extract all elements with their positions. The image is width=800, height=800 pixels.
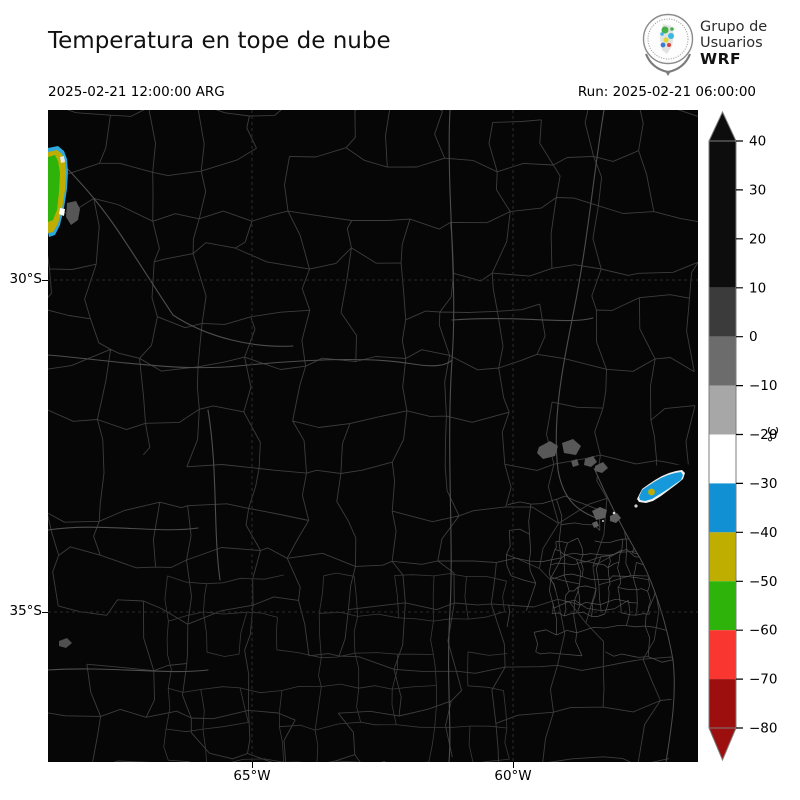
colorbar-segment	[709, 336, 736, 386]
wrf-logo: Grupo de Usuarios WRF	[641, 11, 800, 77]
x-axis-tick-label: 60°W	[494, 768, 532, 784]
colorbar-tick-label: −40	[749, 525, 778, 541]
page-title: Temperatura en tope de nube	[48, 28, 391, 54]
low-cloud-patch-southwest-layer	[59, 638, 72, 648]
wrf-logo-text: Grupo de Usuarios WRF	[700, 19, 767, 67]
storm-cell-east-layer	[648, 488, 655, 496]
storm-cell-northwest-layer	[59, 208, 65, 216]
colorbar-tick-label: −10	[749, 378, 778, 394]
colorbar-segment	[709, 581, 736, 631]
colorbar-ticks	[736, 140, 743, 729]
colorbar-segment	[709, 434, 736, 484]
map-canvas	[48, 110, 698, 762]
colorbar-segment	[709, 532, 736, 582]
colorbar-tick-label: −80	[749, 721, 778, 737]
storm-cell-northwest-layer	[48, 155, 60, 222]
logo-line-3: WRF	[700, 50, 742, 68]
low-cloud-patch-center-layer	[584, 456, 597, 467]
x-axis-tick	[512, 762, 514, 768]
low-cloud-patch-center-layer	[595, 462, 608, 473]
map-panel	[48, 110, 698, 762]
storm-cell-east-layer	[634, 504, 638, 508]
colorbar-tick-label: 30	[749, 182, 766, 198]
colorbar-tick-label: −50	[749, 574, 778, 590]
colorbar-tick-label: −30	[749, 476, 778, 492]
low-cloud-patch-center-layer	[537, 441, 558, 459]
y-axis-tick	[42, 279, 48, 281]
low-cloud-patch-center	[537, 439, 608, 473]
latlon-gridlines	[48, 110, 698, 762]
colorbar-segment	[709, 483, 736, 533]
storm-cell-northwest	[48, 146, 80, 237]
y-axis-tick-label: 35°S	[9, 603, 43, 619]
low-cloud-patch-delta-layer	[592, 521, 599, 528]
colorbar-segment	[709, 679, 736, 728]
colorbar-unit-label: °C	[766, 426, 782, 442]
wrf-logo-emblem	[642, 13, 694, 76]
colorbar-under-arrow	[708, 727, 737, 762]
colorbar-tick-label: −20	[749, 427, 778, 443]
colorbar-segment	[709, 630, 736, 680]
admin-boundaries-south-grid	[163, 572, 510, 762]
colorbar-tick-label: 10	[749, 280, 766, 296]
storm-cell-northwest-layer	[60, 156, 65, 163]
low-cloud-patch-delta-layer	[610, 513, 621, 523]
valid-time: 2025-02-21 12:00:00 ARG	[48, 84, 225, 100]
storm-cell-northwest-layer	[66, 201, 80, 225]
low-cloud-patch-delta-layer	[592, 507, 607, 520]
logo-line-1: Grupo de	[700, 19, 768, 35]
low-cloud-patch-southwest	[59, 638, 72, 648]
colorbar-segment	[709, 385, 736, 435]
admin-boundaries-metro	[548, 537, 651, 617]
colorbar-over-arrow	[708, 110, 737, 142]
x-axis-tick-label: 65°W	[233, 768, 271, 784]
colorbar-segment	[709, 287, 736, 337]
colorbar-tick-label: 20	[749, 231, 766, 247]
colorbar-tick-label: 40	[749, 134, 766, 150]
run-time: Run: 2025-02-21 06:00:00	[577, 84, 756, 100]
low-cloud-patch-center-layer	[571, 459, 579, 467]
colorbar-tick-label: −60	[749, 623, 778, 639]
province-borders	[48, 110, 605, 762]
colorbar-segment	[709, 141, 736, 288]
y-axis-tick-label: 30°S	[9, 271, 43, 287]
low-cloud-patch-center-layer	[562, 439, 581, 455]
low-cloud-patch-delta-layer	[612, 511, 616, 515]
y-axis-tick	[42, 611, 48, 613]
low-cloud-patch-delta-layer	[602, 520, 604, 522]
map-background	[48, 110, 698, 762]
logo-line-2: Usuarios	[700, 35, 763, 51]
colorbar-panel: 40 30 20 10 0 −10 −20 −30 −40 −50 −60 −70 −80 °C	[702, 105, 800, 775]
estuary-water	[594, 464, 698, 762]
storm-cell-east	[634, 470, 685, 508]
colorbar-canvas: 40 30 20 10 0 −10 −20 −30 −40 −50 −60 −70 −80 °C	[708, 110, 782, 762]
colorbar-tick-label: 0	[749, 329, 758, 345]
low-cloud-patch-delta	[592, 507, 621, 528]
colorbar-tick-label: −70	[749, 672, 778, 688]
x-axis-tick	[251, 762, 253, 768]
